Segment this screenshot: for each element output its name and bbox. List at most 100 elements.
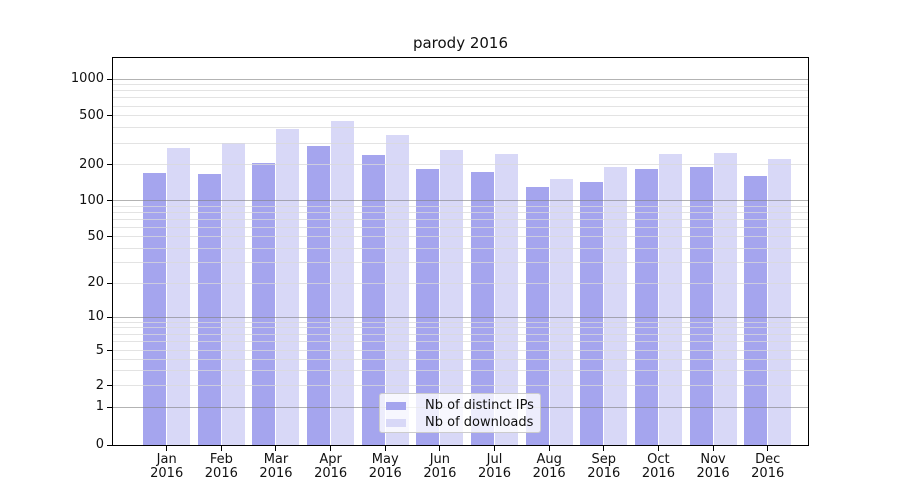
y-tick-10 (107, 316, 112, 318)
gridline-minor-70 (113, 218, 808, 220)
gridline-minor-700 (113, 97, 808, 99)
gridline-minor-800 (113, 90, 808, 92)
bar-oct-downloads (658, 153, 682, 445)
y-tick-label-2: 2 (95, 377, 104, 393)
y-tick-2 (107, 385, 112, 387)
bar-jan-distinct-ips (143, 173, 167, 445)
gridline-100 (113, 200, 808, 202)
y-tick-label-500: 500 (79, 107, 104, 123)
x-tick-label-sep: Sep 2016 (587, 452, 621, 481)
bar-jul-distinct-ips (471, 172, 495, 445)
bar-feb-downloads (221, 142, 245, 445)
x-tick-dec (767, 446, 769, 451)
x-tick-label-apr: Apr 2016 (314, 452, 348, 481)
bar-nov-downloads (713, 152, 737, 445)
x-tick-oct (657, 446, 659, 451)
gridline-minor-6 (113, 341, 808, 343)
gridline-minor-300 (113, 142, 808, 144)
x-tick-label-jan: Jan 2016 (150, 452, 184, 481)
legend: Nb of distinct IPs Nb of downloads (379, 393, 541, 433)
legend-swatch-downloads (386, 418, 406, 427)
gridline-minor-3 (113, 369, 808, 371)
y-tick-500 (107, 115, 112, 117)
bar-jun-distinct-ips (416, 169, 440, 445)
y-tick-1000 (107, 78, 112, 80)
y-tick-label-50: 50 (87, 228, 104, 244)
bar-aug-distinct-ips (525, 187, 549, 445)
gridline-minor-90 (113, 205, 808, 207)
x-tick-jul (494, 446, 496, 451)
gridline-minor-400 (113, 127, 808, 129)
y-tick-label-1: 1 (95, 399, 104, 415)
gridline-minor-9 (113, 321, 808, 323)
axis-spine-top (112, 57, 809, 58)
bar-mar-downloads (276, 128, 300, 445)
bar-mar-distinct-ips (252, 163, 276, 445)
y-tick-0 (107, 444, 112, 446)
bar-dec-distinct-ips (744, 176, 768, 445)
gridline-minor-7 (113, 333, 808, 335)
bar-sep-downloads (604, 167, 628, 445)
gridline-50 (113, 236, 808, 238)
gridline-5 (113, 350, 808, 352)
x-tick-label-jun: Jun 2016 (423, 452, 457, 481)
bar-apr-distinct-ips (307, 146, 331, 445)
y-tick-label-1000: 1000 (70, 71, 104, 86)
bar-jul-downloads (495, 153, 519, 445)
y-tick-20 (107, 282, 112, 284)
legend-label-distinct-ips: Nb of distinct IPs (425, 398, 534, 413)
gridline-200 (113, 164, 808, 166)
gridline-2 (113, 385, 808, 387)
gridline-minor-40 (113, 247, 808, 249)
y-tick-100 (107, 200, 112, 202)
legend-entry-downloads: Nb of downloads (386, 414, 534, 431)
x-tick-label-nov: Nov 2016 (696, 452, 730, 481)
gridline-minor-30 (113, 262, 808, 264)
gridline-minor-4 (113, 358, 808, 360)
x-tick-jan (166, 446, 168, 451)
bar-jun-downloads (440, 149, 464, 445)
x-tick-label-mar: Mar 2016 (259, 452, 293, 481)
x-tick-label-dec: Dec 2016 (751, 452, 785, 481)
x-tick-label-feb: Feb 2016 (204, 452, 238, 481)
bar-nov-distinct-ips (689, 167, 713, 445)
legend-entry-distinct-ips: Nb of distinct IPs (386, 397, 534, 414)
gridline-minor-80 (113, 211, 808, 213)
x-tick-mar (275, 446, 277, 451)
axis-spine-left (112, 58, 113, 446)
y-tick-label-10: 10 (87, 309, 104, 325)
bar-sep-distinct-ips (580, 182, 604, 445)
y-tick-200 (107, 164, 112, 166)
x-tick-label-aug: Aug 2016 (532, 452, 566, 481)
x-tick-label-may: May 2016 (368, 452, 402, 481)
axis-spine-right (808, 58, 809, 446)
gridline-20 (113, 282, 808, 284)
y-tick-label-100: 100 (79, 192, 104, 208)
x-tick-aug (548, 446, 550, 451)
gridline-minor-900 (113, 84, 808, 86)
y-tick-50 (107, 236, 112, 238)
gridline-minor-600 (113, 105, 808, 107)
x-tick-jun (439, 446, 441, 451)
y-tick-label-0: 0 (95, 437, 104, 452)
y-tick-5 (107, 350, 112, 352)
gridline-minor-8 (113, 327, 808, 329)
chart-title: parody 2016 (412, 34, 509, 52)
x-tick-may (384, 446, 386, 451)
gridline-500 (113, 115, 808, 117)
bar-aug-downloads (549, 179, 573, 445)
x-tick-nov (712, 446, 714, 451)
legend-swatch-distinct-ips (386, 401, 406, 410)
legend-label-downloads: Nb of downloads (425, 415, 534, 430)
x-tick-label-jul: Jul 2016 (477, 452, 512, 481)
bar-dec-downloads (768, 159, 792, 445)
gridline-minor-60 (113, 226, 808, 228)
x-tick-apr (330, 446, 332, 451)
y-tick-1 (107, 406, 112, 408)
gridline-1000 (113, 78, 808, 80)
x-tick-sep (603, 446, 605, 451)
x-tick-feb (220, 446, 222, 451)
x-tick-label-oct: Oct 2016 (641, 452, 675, 481)
axis-spine-bottom (112, 445, 809, 446)
